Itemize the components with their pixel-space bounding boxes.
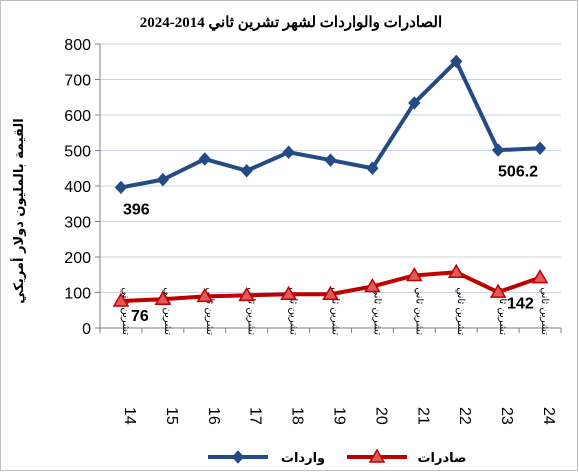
- x-tick-label: تشرين ثاني 20: [371, 287, 389, 425]
- data-point: [533, 141, 547, 156]
- x-tick-label: تشرين ثاني 15: [162, 287, 180, 425]
- chart-title: الصادرات والواردات لشهر تشرين ثاني 2014-…: [140, 15, 442, 32]
- y-tick-label: 200: [64, 250, 91, 267]
- legend-swatch-marker: [368, 448, 386, 463]
- data-point: [196, 287, 214, 303]
- y-axis-label: القيمة بالمليون دولار أمريكي: [10, 118, 27, 304]
- data-label: 142: [507, 296, 534, 313]
- data-point: [114, 180, 128, 195]
- x-tick-label-word: تشرين ثاني: [539, 287, 550, 335]
- x-tick-label-word: تشرين ثاني: [455, 287, 466, 335]
- data-point: [322, 285, 339, 301]
- x-tick-label-word: تشرين ثاني: [288, 287, 299, 335]
- x-tick-label-number: 21: [414, 407, 431, 425]
- x-tick-label-number: 19: [331, 407, 348, 425]
- legend-item: صادرات: [347, 448, 467, 466]
- y-tick-label: 300: [64, 215, 91, 232]
- series-line: [120, 59, 541, 190]
- y-tick-labels: 0 100 200 300 400 500 600 700 800: [64, 37, 91, 338]
- x-tick-label: تشرين ثاني 16: [204, 287, 222, 425]
- data-label: 396: [123, 201, 150, 218]
- data-point: [198, 152, 211, 166]
- x-tick-label: تشرين ثاني 21: [413, 287, 431, 425]
- x-tick-label-number: 15: [163, 407, 180, 425]
- y-tick-label: 100: [64, 286, 91, 303]
- x-tick-label-word: تشرين ثاني: [120, 287, 131, 335]
- x-tick-label-word: تشرين ثاني: [204, 287, 215, 335]
- x-tick-label: تشرين ثاني 18: [288, 287, 306, 425]
- gridlines: [100, 43, 561, 293]
- series-imports: [114, 54, 547, 195]
- data-point: [447, 263, 465, 279]
- legend-label: صادرات: [417, 451, 466, 466]
- x-tick-label-word: تشرين ثاني: [246, 287, 257, 335]
- x-tick-label-word: تشرين ثاني: [162, 287, 173, 335]
- data-label: 76: [131, 308, 149, 325]
- series-exports: [112, 263, 549, 307]
- x-tick-label-number: 22: [456, 407, 473, 425]
- data-point: [154, 290, 172, 305]
- x-tick-label-number: 18: [289, 407, 306, 425]
- y-tick-label: 800: [64, 37, 91, 54]
- x-tick-label-number: 17: [247, 407, 264, 425]
- data-point: [324, 153, 337, 167]
- x-tick-label-word: تشرين ثاني: [371, 287, 382, 335]
- data-point: [406, 266, 423, 282]
- data-labels: 396 506.2 76 142: [123, 163, 538, 325]
- series-lines: [112, 54, 549, 307]
- y-tick-label: 500: [64, 144, 91, 161]
- data-point: [366, 161, 379, 175]
- y-tick-label: 0: [82, 321, 91, 338]
- data-point: [408, 96, 421, 110]
- x-tick-label-word: تشرين ثاني: [497, 287, 508, 335]
- x-tick-label-number: 14: [121, 407, 138, 425]
- data-point: [489, 283, 507, 298]
- legend: واردات صادرات: [208, 448, 467, 466]
- legend-label: واردات: [281, 451, 325, 466]
- data-point: [450, 54, 463, 69]
- data-point: [156, 172, 170, 187]
- y-tick-label: 400: [64, 179, 91, 196]
- data-point: [531, 269, 549, 284]
- y-tick-label: 700: [64, 73, 91, 90]
- x-tick-label-number: 24: [540, 407, 557, 425]
- legend-item: واردات: [208, 450, 325, 466]
- y-tick-label: 600: [64, 108, 91, 125]
- data-point: [240, 163, 253, 178]
- x-tick-label-number: 20: [372, 407, 389, 425]
- x-tick-label: تشرين ثاني 22: [455, 287, 473, 425]
- data-point: [364, 277, 381, 293]
- data-label: 506.2: [498, 163, 538, 180]
- data-point: [280, 285, 297, 301]
- x-tick-label-word: تشرين ثاني: [413, 287, 424, 335]
- legend-swatch-marker: [231, 450, 245, 464]
- data-point: [491, 143, 505, 157]
- x-tick-label: تشرين ثاني 14: [120, 287, 138, 425]
- x-tick-label-number: 16: [205, 407, 222, 425]
- data-point: [112, 292, 130, 307]
- data-point: [238, 286, 255, 302]
- x-tick-label: تشرين ثاني 19: [330, 287, 348, 425]
- axes: [95, 43, 562, 333]
- x-tick-label: تشرين ثاني 23: [497, 287, 515, 425]
- x-tick-label: تشرين ثاني 17: [246, 287, 264, 425]
- x-tick-label-number: 23: [498, 407, 515, 425]
- x-tick-label-word: تشرين ثاني: [330, 287, 341, 335]
- x-tick-label: تشرين ثاني 24: [539, 287, 557, 425]
- data-point: [282, 145, 295, 160]
